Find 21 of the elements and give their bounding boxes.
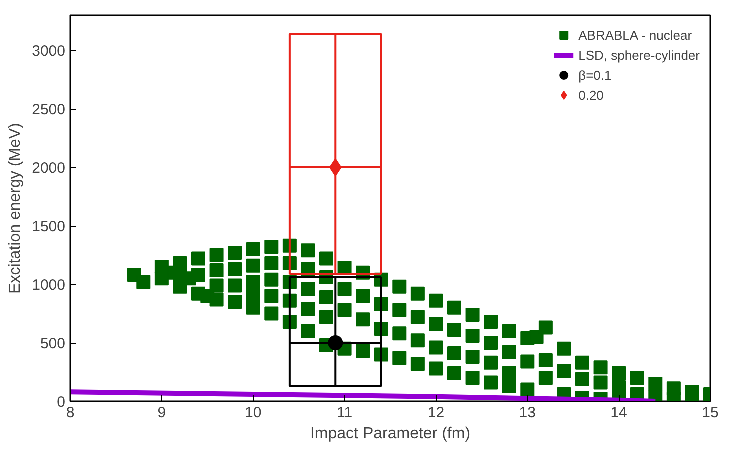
y-tick-label: 2000 xyxy=(32,160,66,178)
x-tick-label: 10 xyxy=(245,404,262,422)
x-tick-label: 13 xyxy=(519,404,536,422)
y-tick-label: 0 xyxy=(57,394,66,411)
y-tick-label: 1500 xyxy=(32,218,66,236)
x-tick-label: 14 xyxy=(610,404,628,422)
y-tick-label: 3000 xyxy=(32,43,66,60)
y-tick-label: 2500 xyxy=(32,102,66,119)
legend-label: β=0.1 xyxy=(578,68,612,82)
x-tick-label: 8 xyxy=(66,404,75,422)
y-tick-label: 1000 xyxy=(32,277,66,294)
x-tick-label: 15 xyxy=(702,404,719,422)
y-tick-label: 500 xyxy=(40,336,66,353)
x-axis-title: Impact Parameter (fm) xyxy=(310,426,471,442)
x-tick-label: 11 xyxy=(337,404,353,422)
x-tick-label: 9 xyxy=(158,404,166,422)
legend-label: 0.20 xyxy=(578,88,604,102)
legend-label: LSD, sphere-cylinder xyxy=(578,48,700,62)
legend-label: ABRABLA - nuclear xyxy=(578,28,692,42)
y-axis-title: Excitation energy (MeV) xyxy=(7,123,24,294)
x-tick-label: 12 xyxy=(428,404,445,422)
